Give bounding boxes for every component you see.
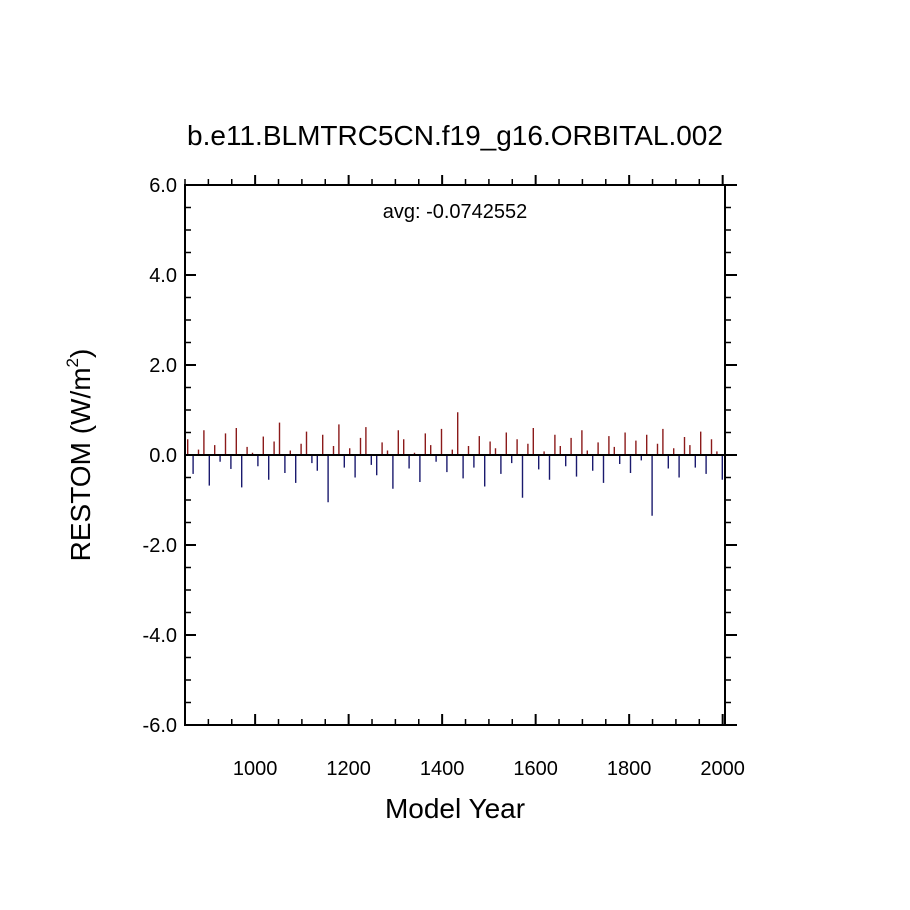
y-tick-label: 6.0 xyxy=(149,175,177,197)
y-tick-label: 4.0 xyxy=(149,265,177,287)
y-tick-label: 2.0 xyxy=(149,355,177,377)
x-axis-label: Model Year xyxy=(385,793,525,824)
y-axis-ticks: 6.0 4.0 2.0 0.0 -2.0 -4.0 -6.0 xyxy=(143,175,737,737)
y-axis-label-close: ) xyxy=(65,349,96,358)
x-axis-ticks: 1000 1200 1400 1600 1800 2000 xyxy=(184,175,745,780)
y-axis-label-superscript: 2 xyxy=(63,358,82,367)
x-tick-label: 1600 xyxy=(513,758,558,780)
y-tick-label: 0.0 xyxy=(149,445,177,467)
y-tick-label: -6.0 xyxy=(143,715,177,737)
bar-group xyxy=(186,412,723,516)
x-tick-label: 1200 xyxy=(326,758,371,780)
chart-title: b.e11.BLMTRC5CN.f19_g16.ORBITAL.002 xyxy=(187,120,723,151)
y-tick-label: -4.0 xyxy=(143,625,177,647)
x-tick-label: 1000 xyxy=(233,758,278,780)
average-annotation: avg: -0.0742552 xyxy=(383,201,528,223)
x-tick-label: 1400 xyxy=(420,758,465,780)
y-axis-label-main: RESTOM (W/m xyxy=(65,367,96,561)
y-axis-label: RESTOM (W/m2) xyxy=(63,349,96,562)
x-tick-label: 2000 xyxy=(700,758,745,780)
y-tick-label: -2.0 xyxy=(143,535,177,557)
x-tick-label: 1800 xyxy=(607,758,652,780)
